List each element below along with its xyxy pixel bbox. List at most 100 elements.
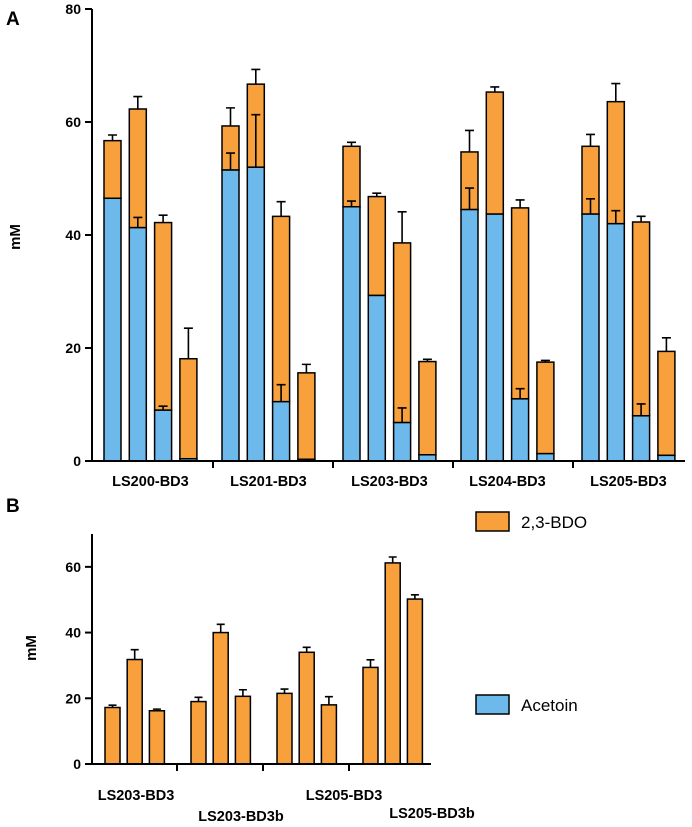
bdo-bar-b-3-0 bbox=[362, 666, 379, 765]
bdo-bar-b-2-0 bbox=[276, 692, 293, 765]
bdo-error-bar-1-2 bbox=[276, 200, 286, 217]
panel-a-group-label: LS205-BD3 bbox=[590, 474, 667, 490]
bdo-error-bar-4-2 bbox=[636, 215, 646, 223]
bdo-bar-3-1 bbox=[485, 91, 505, 215]
bdo-bar-4-3 bbox=[657, 350, 676, 457]
bdo-error-bar-0-3 bbox=[183, 327, 193, 359]
bdo-error-bar-3-0 bbox=[465, 129, 474, 152]
bdo-error-bar-3-1 bbox=[490, 86, 500, 93]
bdo-error-bar-0-1 bbox=[133, 95, 143, 110]
bdo-bar-2-1 bbox=[367, 195, 387, 297]
bdo-bar-b-1-0 bbox=[190, 700, 207, 765]
acetoin-bar-4-0 bbox=[581, 213, 600, 462]
acetoin-bar-1-2 bbox=[271, 400, 291, 462]
panel-b-category-label: LS203-BD3 bbox=[98, 788, 175, 804]
panel-b-y-tick-label: 20 bbox=[65, 690, 81, 706]
acetoin-bar-2-2 bbox=[392, 421, 412, 462]
panel-b-y-tick-label: 40 bbox=[65, 625, 81, 641]
acetoin-error-bar-1-2 bbox=[276, 383, 286, 402]
bdo-bar-b-3-1 bbox=[384, 562, 401, 765]
bdo-bar-0-2 bbox=[153, 221, 173, 411]
bdo-bar-b-1-2 bbox=[234, 695, 252, 765]
acetoin-bar-0-1 bbox=[128, 226, 148, 462]
acetoin-error-bar-0-1 bbox=[133, 216, 143, 228]
bdo-bar-4-1 bbox=[606, 100, 626, 225]
panel-a-y-tick-label: 0 bbox=[73, 453, 81, 469]
bdo-error-bar-b-3-0 bbox=[366, 659, 375, 668]
acetoin-bar-0-2 bbox=[153, 409, 173, 462]
bdo-error-bar-4-0 bbox=[586, 133, 595, 147]
legend-label-bdo: 2,3-BDO bbox=[521, 513, 587, 532]
acetoin-error-bar-1-0 bbox=[226, 152, 235, 171]
panel-a-y-tick-label: 20 bbox=[65, 340, 81, 356]
panel-a-group-label: LS204-BD3 bbox=[469, 474, 546, 490]
bdo-error-bar-4-1 bbox=[611, 82, 621, 102]
panel-b-y-axis-title: mM bbox=[23, 635, 40, 661]
bdo-bar-0-3 bbox=[179, 357, 198, 460]
bdo-bar-b-0-0 bbox=[104, 706, 121, 765]
acetoin-error-bar-4-2 bbox=[636, 403, 646, 416]
acetoin-bar-3-1 bbox=[485, 213, 505, 462]
acetoin-error-bar-4-0 bbox=[586, 198, 595, 215]
bdo-bar-0-0 bbox=[103, 139, 122, 200]
bdo-bar-b-1-1 bbox=[212, 631, 229, 765]
panel-a-group-label: LS200-BD3 bbox=[112, 474, 189, 490]
bdo-bar-b-0-2 bbox=[148, 710, 166, 765]
panel-a-y-tick-label: 60 bbox=[65, 114, 81, 130]
panel-a-y-tick-label: 80 bbox=[65, 1, 81, 17]
acetoin-bar-1-0 bbox=[221, 169, 240, 462]
panel-b-chart: B mM LS203-BD3 LS203-BD3b LS205-BD3 LS205-B… bbox=[6, 496, 475, 825]
bdo-bar-0-1 bbox=[128, 108, 148, 229]
acetoin-bar-4-2 bbox=[631, 415, 651, 462]
bdo-error-bar-3-2 bbox=[515, 199, 525, 208]
bdo-error-bar-2-1 bbox=[372, 192, 382, 197]
panel-a-chart: A mM LS200-BD3 LS201-BD3 LS203-BD3 LS204-BD… bbox=[6, 1, 685, 490]
legend-swatch-acetoin bbox=[475, 694, 510, 715]
bdo-error-bar-4-3 bbox=[661, 337, 671, 352]
bdo-error-bar-1-1 bbox=[251, 68, 261, 85]
bdo-error-bar-2-2 bbox=[397, 211, 407, 243]
bdo-error-bar-b-0-1 bbox=[130, 648, 139, 660]
acetoin-bar-4-1 bbox=[606, 222, 626, 462]
bdo-error-bar-1-0 bbox=[226, 107, 235, 126]
acetoin-bar-3-3 bbox=[536, 452, 555, 462]
acetoin-bar-2-1 bbox=[367, 294, 387, 462]
bdo-error-bar-0-2 bbox=[158, 214, 168, 223]
acetoin-bar-3-2 bbox=[510, 398, 530, 462]
acetoin-bar-2-0 bbox=[342, 206, 361, 462]
bdo-error-bar-b-2-2 bbox=[324, 695, 333, 705]
panel-a-y-axis-title: mM bbox=[7, 224, 24, 250]
acetoin-error-bar-3-0 bbox=[465, 187, 474, 210]
panel-b-category-label: LS205-BD3b bbox=[389, 806, 475, 822]
bdo-error-bar-b-3-2 bbox=[410, 593, 419, 600]
legend: 2,3-BDO Acetoin bbox=[475, 511, 587, 715]
bdo-error-bar-b-2-0 bbox=[280, 688, 289, 694]
bdo-bar-3-2 bbox=[510, 207, 530, 400]
panel-a-y-tick-label: 40 bbox=[65, 227, 81, 243]
bdo-bar-1-2 bbox=[271, 215, 291, 403]
bdo-error-bar-2-3 bbox=[422, 358, 432, 362]
acetoin-error-bar-0-2 bbox=[158, 405, 168, 411]
acetoin-error-bar-3-2 bbox=[515, 387, 525, 399]
bdo-error-bar-1-3 bbox=[301, 363, 311, 373]
bdo-bar-b-3-2 bbox=[406, 598, 424, 765]
bdo-bar-3-3 bbox=[536, 361, 555, 455]
bdo-error-bar-b-0-0 bbox=[108, 704, 117, 708]
panel-b-category-label: LS205-BD3 bbox=[306, 788, 383, 804]
acetoin-bar-1-1 bbox=[246, 166, 266, 462]
bdo-bar-b-2-1 bbox=[298, 651, 315, 765]
bdo-error-bar-b-3-1 bbox=[388, 556, 397, 563]
bdo-bar-2-0 bbox=[342, 145, 361, 208]
bdo-bar-b-2-2 bbox=[320, 704, 338, 765]
acetoin-error-bar-2-2 bbox=[397, 407, 407, 423]
bdo-bar-2-2 bbox=[392, 242, 412, 424]
bdo-error-bar-b-0-2 bbox=[152, 708, 161, 711]
acetoin-error-bar-4-1 bbox=[611, 209, 621, 224]
bdo-error-bar-b-1-1 bbox=[216, 623, 225, 633]
bdo-bar-2-3 bbox=[418, 360, 437, 456]
bdo-error-bar-3-3 bbox=[540, 359, 550, 363]
bdo-error-bar-0-0 bbox=[108, 134, 117, 141]
panel-b-category-label: LS203-BD3b bbox=[198, 809, 284, 825]
acetoin-bar-0-0 bbox=[103, 197, 122, 462]
